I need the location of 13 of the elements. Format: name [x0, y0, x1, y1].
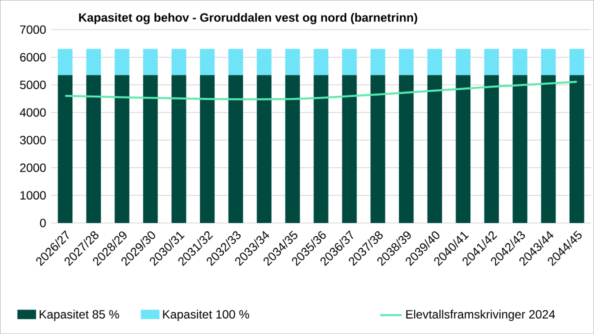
- chart-title: Kapasitet og behov - Groruddalen vest og nord (barnetrinn): [79, 12, 418, 24]
- y-tick-label: 7000: [20, 25, 46, 34]
- legend-label: Kapasitet 100 %: [163, 310, 250, 321]
- y-tick-label: 3000: [20, 136, 46, 144]
- legend-label: Kapasitet 85 %: [40, 310, 120, 321]
- y-tick-label: 6000: [20, 53, 46, 62]
- y-tick-label: 0: [40, 218, 46, 228]
- y-tick-label: 4000: [20, 108, 46, 117]
- y-tick-label: 2000: [20, 163, 46, 172]
- y-tick-label: 5000: [20, 80, 46, 90]
- line-series: [64, 80, 578, 100]
- y-tick-label: 1000: [20, 191, 46, 200]
- legend-label: Elevtallsframskrivinger 2024: [406, 310, 555, 321]
